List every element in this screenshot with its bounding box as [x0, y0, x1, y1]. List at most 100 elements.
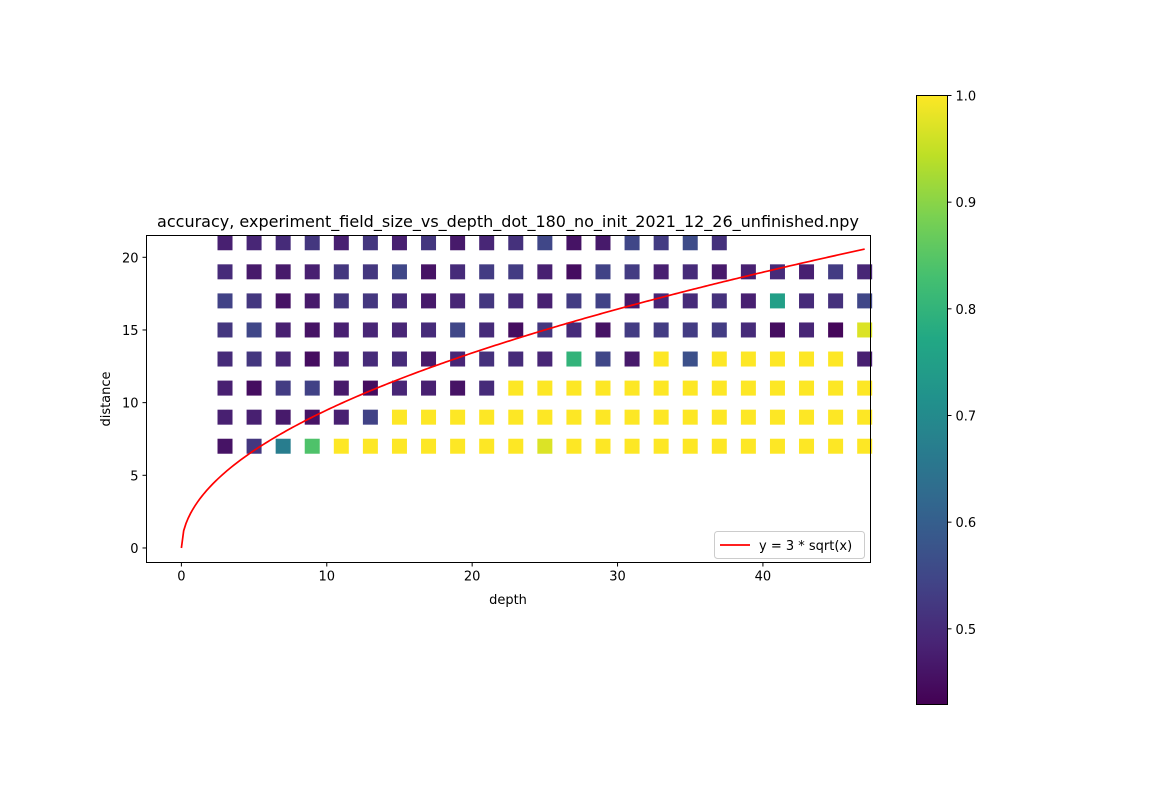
y-tick-label: 5: [130, 469, 138, 484]
heatmap-cell: [624, 264, 640, 280]
heatmap-cell: [421, 438, 437, 454]
heatmap-cell: [508, 322, 524, 338]
heatmap-cell: [595, 293, 611, 309]
heatmap-cell: [682, 409, 698, 425]
heatmap-cell: [479, 322, 495, 338]
heatmap-cell: [362, 409, 378, 425]
heatmap-cell: [566, 351, 582, 367]
y-tick-label: 0: [130, 542, 138, 557]
heatmap-cell: [653, 264, 669, 280]
heatmap-cell: [595, 438, 611, 454]
heatmap-cell: [333, 264, 349, 280]
heatmap-cell: [653, 235, 669, 251]
heatmap-cell: [450, 351, 466, 367]
heatmap-cell: [246, 322, 262, 338]
heatmap-cell: [711, 409, 727, 425]
heatmap-cell: [479, 409, 495, 425]
heatmap-cell: [508, 351, 524, 367]
heatmap-cell: [857, 351, 873, 367]
heatmap-cell: [362, 322, 378, 338]
x-tick-label: 0: [177, 570, 185, 585]
heatmap-cell: [857, 264, 873, 280]
colorbar-tick-label: 0.9: [956, 196, 977, 211]
heatmap-cell: [828, 322, 844, 338]
heatmap-cell: [450, 322, 466, 338]
heatmap-cell: [857, 380, 873, 396]
heatmap-cell: [653, 351, 669, 367]
colorbar-tick-label: 0.7: [956, 410, 977, 425]
heatmap-cell: [682, 438, 698, 454]
heatmap-cell: [508, 380, 524, 396]
heatmap-cell: [595, 351, 611, 367]
heatmap-cell: [275, 380, 291, 396]
heatmap-cell: [537, 235, 553, 251]
heatmap-cell: [362, 293, 378, 309]
heatmap-cell: [595, 322, 611, 338]
heatmap-cell: [799, 380, 815, 396]
heatmap-cell: [740, 322, 756, 338]
heatmap-cell: [682, 235, 698, 251]
heatmap-cell: [362, 351, 378, 367]
heatmap-cell: [799, 293, 815, 309]
heatmap-cell: [711, 264, 727, 280]
heatmap-cell: [217, 293, 233, 309]
heatmap-cell: [624, 380, 640, 396]
heatmap-cell: [566, 264, 582, 280]
heatmap-cell: [246, 264, 262, 280]
colorbar-frame: [916, 95, 948, 705]
x-axis-label: depth: [489, 593, 527, 608]
heatmap-cell: [566, 380, 582, 396]
heatmap-cell: [450, 293, 466, 309]
heatmap-cell: [799, 351, 815, 367]
heatmap-cell: [246, 380, 262, 396]
heatmap-cell: [333, 322, 349, 338]
heatmap-cell: [828, 380, 844, 396]
heatmap-cell: [857, 322, 873, 338]
heatmap-cell: [508, 438, 524, 454]
heatmap-cell: [304, 438, 320, 454]
heatmap-cell: [769, 438, 785, 454]
heatmap-cell: [508, 235, 524, 251]
heatmap-cell: [537, 351, 553, 367]
heatmap-cell: [479, 264, 495, 280]
heatmap-cell: [304, 351, 320, 367]
heatmap-cell: [624, 409, 640, 425]
heatmap-cell: [624, 322, 640, 338]
heatmap-cell: [537, 380, 553, 396]
heatmap-cell: [246, 438, 262, 454]
heatmap-cell: [653, 322, 669, 338]
heatmap-cell: [333, 380, 349, 396]
heatmap-cell: [799, 264, 815, 280]
heatmap-cell: [421, 264, 437, 280]
heatmap-cells: [217, 235, 873, 454]
heatmap-cell: [595, 380, 611, 396]
heatmap-cell: [421, 322, 437, 338]
heatmap-cell: [682, 322, 698, 338]
heatmap-cell: [304, 293, 320, 309]
colorbar-tick-label: 1.0: [956, 90, 977, 105]
heatmap-cell: [624, 351, 640, 367]
heatmap-cell: [421, 351, 437, 367]
heatmap-cell: [421, 409, 437, 425]
heatmap-cell: [304, 380, 320, 396]
colorbar-ticks: 0.5 0.6 0.7 0.8 0.9 1.0: [947, 90, 977, 638]
heatmap-cell: [828, 409, 844, 425]
heatmap-cell: [799, 322, 815, 338]
heatmap-cell: [450, 235, 466, 251]
heatmap-cell: [682, 293, 698, 309]
x-tick-label: 20: [464, 570, 481, 585]
heatmap-cell: [275, 438, 291, 454]
heatmap-cell: [740, 293, 756, 309]
heatmap-cell: [479, 438, 495, 454]
heatmap-cell: [537, 264, 553, 280]
heatmap-cell: [362, 235, 378, 251]
heatmap-cell: [769, 293, 785, 309]
y-axis-label: distance: [99, 371, 114, 426]
heatmap-cell: [362, 438, 378, 454]
heatmap-cell: [769, 264, 785, 280]
heatmap-cell: [304, 264, 320, 280]
heatmap-cell: [566, 293, 582, 309]
heatmap-cell: [769, 409, 785, 425]
heatmap-cell: [682, 380, 698, 396]
curve-layer: [180, 248, 865, 549]
